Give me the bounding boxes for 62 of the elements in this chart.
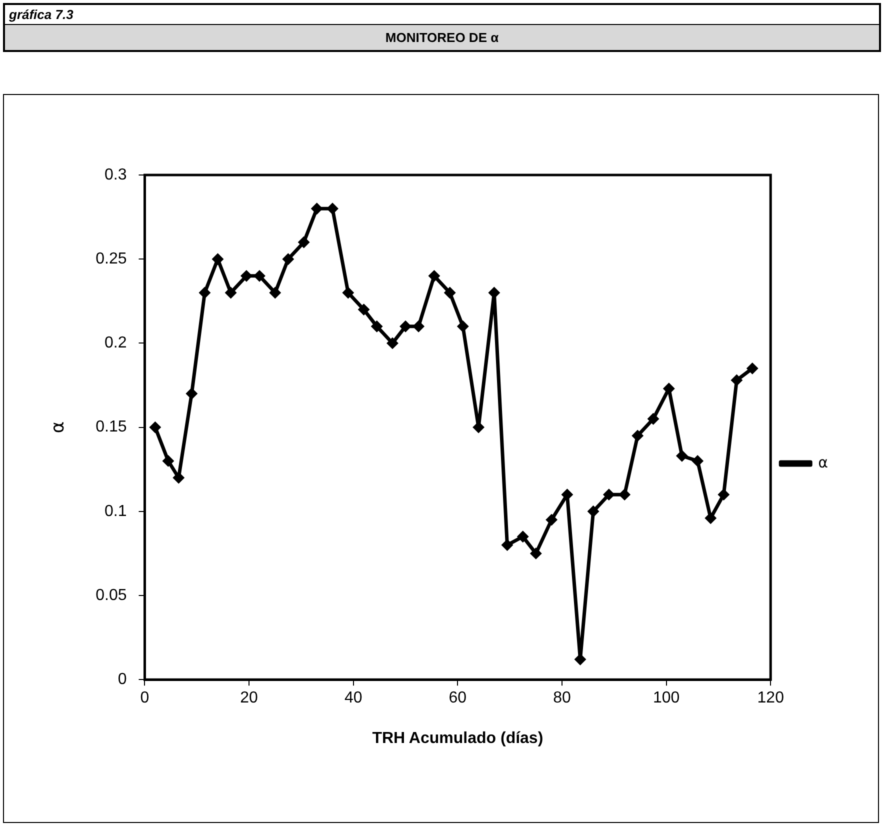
- point: [226, 287, 236, 298]
- point: [619, 489, 630, 500]
- x-tick-label: 80: [553, 690, 571, 707]
- point: [372, 321, 382, 332]
- point: [458, 321, 468, 332]
- point: [747, 363, 758, 374]
- point: [546, 514, 557, 526]
- point: [199, 287, 210, 298]
- point: [502, 540, 512, 550]
- point: [518, 531, 528, 542]
- x-tick-label: 0: [140, 690, 150, 707]
- point: [173, 472, 184, 484]
- point: [574, 654, 586, 665]
- point: [488, 287, 500, 298]
- point: [327, 203, 338, 214]
- legend-label: α: [818, 453, 828, 472]
- y-tick-label: 0.15: [96, 418, 127, 436]
- chart-subtitle: gráfica 7.3: [5, 5, 879, 25]
- point: [342, 287, 354, 298]
- y-tick-label: 0.05: [96, 586, 127, 604]
- point: [676, 450, 688, 462]
- point: [444, 287, 456, 298]
- point: [705, 512, 716, 524]
- point: [241, 270, 252, 282]
- x-tick-label: 20: [240, 690, 258, 707]
- point: [400, 321, 411, 332]
- point: [530, 548, 542, 559]
- x-axis-title: TRH Acumulado (días): [372, 730, 544, 747]
- point: [270, 287, 280, 298]
- x-tick-label: 120: [757, 690, 784, 707]
- y-tick-label: 0.1: [104, 502, 127, 520]
- point: [648, 414, 659, 424]
- y-tick-label: 0.2: [104, 334, 127, 352]
- point: [312, 203, 322, 214]
- point: [358, 304, 370, 315]
- point: [387, 338, 398, 348]
- x-tick-label: 60: [448, 690, 467, 707]
- point: [254, 270, 265, 282]
- point: [473, 422, 484, 433]
- point: [604, 489, 614, 500]
- y-tick-label: 0.25: [96, 250, 127, 268]
- point: [212, 254, 224, 264]
- point: [562, 489, 572, 500]
- x-tick-label: 100: [652, 690, 680, 707]
- point: [298, 237, 310, 248]
- chart-title: MONITOREO DE α: [5, 25, 879, 50]
- x-tick-label: 40: [344, 690, 362, 707]
- point: [588, 506, 599, 517]
- point: [731, 374, 742, 386]
- point: [664, 383, 674, 394]
- point: [186, 388, 197, 399]
- point: [150, 422, 160, 433]
- point: [162, 456, 174, 466]
- point: [718, 489, 729, 500]
- point: [413, 321, 424, 332]
- point: [428, 270, 440, 282]
- y-tick-label: 0: [118, 671, 127, 688]
- y-tick-label: 0.3: [104, 166, 127, 184]
- point: [632, 430, 643, 441]
- point: [692, 456, 703, 466]
- y-axis-title: α: [47, 421, 68, 434]
- point: [282, 254, 294, 264]
